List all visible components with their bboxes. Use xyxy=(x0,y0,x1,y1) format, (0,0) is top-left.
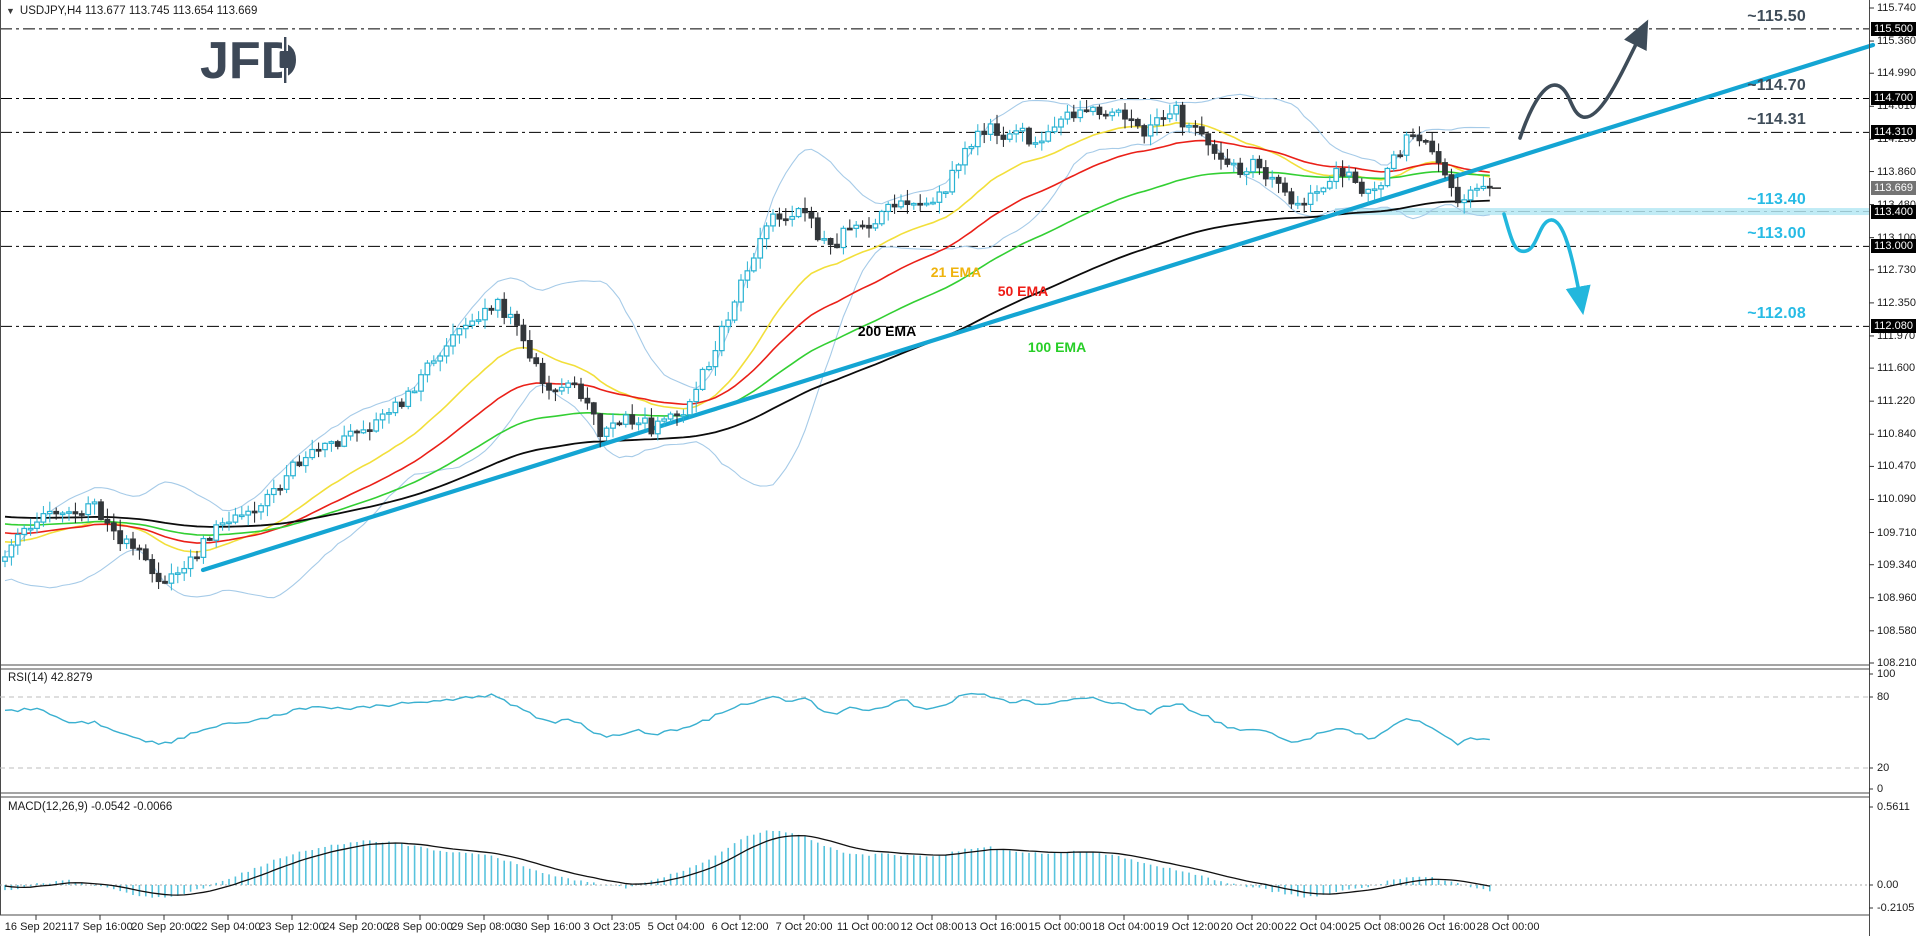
price-level-badge: 113.000 xyxy=(1871,239,1916,254)
jfd-logo-candle-body xyxy=(279,51,291,68)
ema-100-label: 100 EMA xyxy=(1027,339,1087,355)
time-tick-label: 25 Oct 08:00 xyxy=(1348,921,1412,933)
price-tick-label: 115.360 xyxy=(1877,35,1916,48)
price-tick-label: 108.960 xyxy=(1877,591,1916,604)
bearish-scenario-arrow xyxy=(1502,212,1591,316)
support-label-113-00: ~113.00 xyxy=(1747,225,1806,243)
macd-tick-label: -0.2105 xyxy=(1877,902,1915,914)
price-level-badge: 114.310 xyxy=(1871,125,1916,140)
ema-50-label: 50 EMA xyxy=(997,283,1049,299)
time-tick-label: 12 Oct 08:00 xyxy=(900,921,964,933)
time-tick-label: 7 Oct 20:00 xyxy=(775,921,833,933)
ema-21-label: 21 EMA xyxy=(930,264,982,280)
time-tick-label: 5 Oct 04:00 xyxy=(647,921,705,933)
price-level-badge: 114.700 xyxy=(1871,91,1916,106)
price-level-badge: 113.400 xyxy=(1871,204,1916,219)
rsi-panel[interactable] xyxy=(0,692,1869,769)
time-tick-label: 29 Sep 08:00 xyxy=(451,921,517,933)
support-zone-band[interactable] xyxy=(1335,208,1869,216)
rsi-tick-label: 0 xyxy=(1877,783,1884,795)
time-tick-label: 16 Sep 2021 xyxy=(4,921,68,933)
axis-tick-marks xyxy=(35,7,1874,920)
resistance-label-115-50: ~115.50 xyxy=(1747,7,1806,25)
rsi-tick-label: 20 xyxy=(1877,762,1890,774)
support-label-113-40: ~113.40 xyxy=(1747,190,1806,208)
price-tick-label: 108.580 xyxy=(1877,624,1916,637)
resistance-label-114-31: ~114.31 xyxy=(1747,111,1806,129)
macd-indicator-label: MACD(12,26,9) -0.0542 -0.0066 xyxy=(8,801,173,813)
time-tick-label: 26 Oct 16:00 xyxy=(1412,921,1476,933)
price-tick-label: 112.350 xyxy=(1877,296,1916,309)
price-tick-label: 113.860 xyxy=(1877,165,1916,178)
ema-200-label: 200 EMA xyxy=(857,323,917,339)
rsi-tick-label: 100 xyxy=(1877,668,1896,680)
price-tick-label: 111.600 xyxy=(1877,362,1916,375)
bullish-scenario-arrow xyxy=(1518,19,1649,140)
price-tick-label: 110.090 xyxy=(1877,493,1916,506)
support-label-112-08: ~112.08 xyxy=(1747,305,1806,323)
price-tick-label: 108.210 xyxy=(1877,657,1916,669)
time-tick-label: 17 Sep 16:00 xyxy=(67,921,133,933)
time-tick-label: 30 Sep 16:00 xyxy=(515,921,581,933)
time-tick-label: 6 Oct 12:00 xyxy=(711,921,769,933)
resistance-label-114-70: ~114.70 xyxy=(1747,77,1806,95)
price-level-badge: 115.500 xyxy=(1871,21,1916,36)
time-tick-label: 20 Sep 20:00 xyxy=(131,921,197,933)
macd-tick-label: 0.00 xyxy=(1877,879,1899,891)
price-tick-label: 109.710 xyxy=(1877,526,1916,539)
symbol-dropdown-icon[interactable]: ▼ xyxy=(6,6,15,16)
time-tick-label: 3 Oct 23:05 xyxy=(583,921,641,933)
price-level-badge: 112.080 xyxy=(1871,319,1916,334)
time-tick-label: 28 Sep 00:00 xyxy=(387,921,453,933)
ema-200-line xyxy=(4,199,1490,528)
price-tick-label: 110.840 xyxy=(1877,428,1916,441)
ema-50-line xyxy=(4,139,1490,544)
price-tick-label: 114.990 xyxy=(1877,67,1916,80)
price-tick-label: 109.340 xyxy=(1877,558,1916,571)
time-tick-label: 22 Sep 04:00 xyxy=(195,921,261,933)
time-tick-label: 20 Oct 20:00 xyxy=(1220,921,1284,933)
time-tick-label: 22 Oct 04:00 xyxy=(1284,921,1348,933)
jfd-logo: JFD xyxy=(200,32,330,95)
price-tick-label: 110.470 xyxy=(1877,460,1916,473)
current-price-badge: 113.669 xyxy=(1871,181,1916,196)
price-tick-label: 112.730 xyxy=(1877,263,1916,276)
time-tick-label: 15 Oct 00:00 xyxy=(1028,921,1092,933)
time-tick-label: 24 Sep 20:00 xyxy=(323,921,389,933)
panel-borders xyxy=(0,0,1870,936)
symbol-ohlc-readout: ▼ USDJPY,H4 113.677 113.745 113.654 113.6… xyxy=(6,5,257,17)
price-tick-label: 115.740 xyxy=(1877,2,1916,14)
macd-tick-label: 0.5611 xyxy=(1877,801,1910,813)
symbol-line-text: USDJPY,H4 113.677 113.745 113.654 113.66… xyxy=(19,5,258,17)
price-tick-label: 111.220 xyxy=(1877,395,1916,408)
rsi-indicator-label: RSI(14) 42.8279 xyxy=(8,672,93,684)
time-tick-label: 28 Oct 00:00 xyxy=(1476,921,1540,933)
projection-arrows[interactable] xyxy=(1502,19,1649,316)
time-tick-label: 19 Oct 12:00 xyxy=(1156,921,1220,933)
time-tick-label: 11 Oct 00:00 xyxy=(836,921,900,933)
time-tick-label: 23 Sep 12:00 xyxy=(259,921,325,933)
macd-panel[interactable] xyxy=(0,830,1869,898)
ascending-trendline[interactable] xyxy=(200,42,1876,573)
candlesticks xyxy=(2,99,1501,591)
rsi-tick-label: 80 xyxy=(1877,691,1890,703)
time-tick-label: 13 Oct 16:00 xyxy=(964,921,1028,933)
time-tick-label: 18 Oct 04:00 xyxy=(1092,921,1156,933)
ema-21-line xyxy=(4,121,1490,553)
